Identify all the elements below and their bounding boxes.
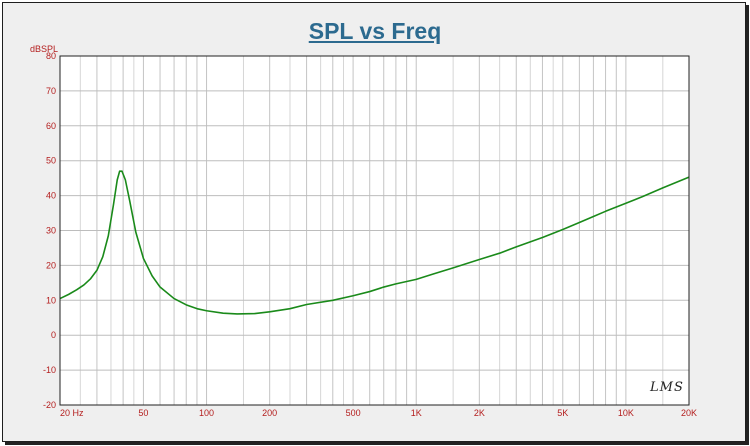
x-tick-label: 10K (618, 408, 634, 418)
x-tick-label: 2K (474, 408, 485, 418)
y-tick-label: 70 (46, 86, 56, 96)
y-tick-label: 60 (46, 121, 56, 131)
chart-title: SPL vs Freq (308, 18, 442, 44)
series-layer (59, 170, 690, 315)
y-tick-label: 80 (46, 51, 56, 61)
y-tick-label: 10 (46, 295, 56, 305)
x-tick-label: 100 (199, 408, 214, 418)
x-tick-label: 5K (557, 408, 568, 418)
y-axis-label: dBSPL (30, 44, 58, 54)
y-tick-label: 40 (46, 191, 56, 201)
x-tick-label: 1K (411, 408, 422, 418)
y-tick-label: 20 (46, 260, 56, 270)
y-tick-label: 0 (51, 330, 56, 340)
y-tick-label: 30 (46, 226, 56, 236)
y-tick-label: 50 (46, 156, 56, 166)
x-tick-label: 500 (346, 408, 361, 418)
series-line-0 (59, 170, 690, 315)
y-tick-label: -20 (43, 400, 56, 410)
x-tick-label: 50 (138, 408, 148, 418)
signature-logo: LMS (650, 380, 684, 395)
x-tick-label: 20K (681, 408, 697, 418)
x-tick-label: 200 (262, 408, 277, 418)
y-tick-label: -10 (43, 365, 56, 375)
plot-border (59, 55, 690, 406)
x-tick-label: 20 Hz (60, 408, 84, 418)
